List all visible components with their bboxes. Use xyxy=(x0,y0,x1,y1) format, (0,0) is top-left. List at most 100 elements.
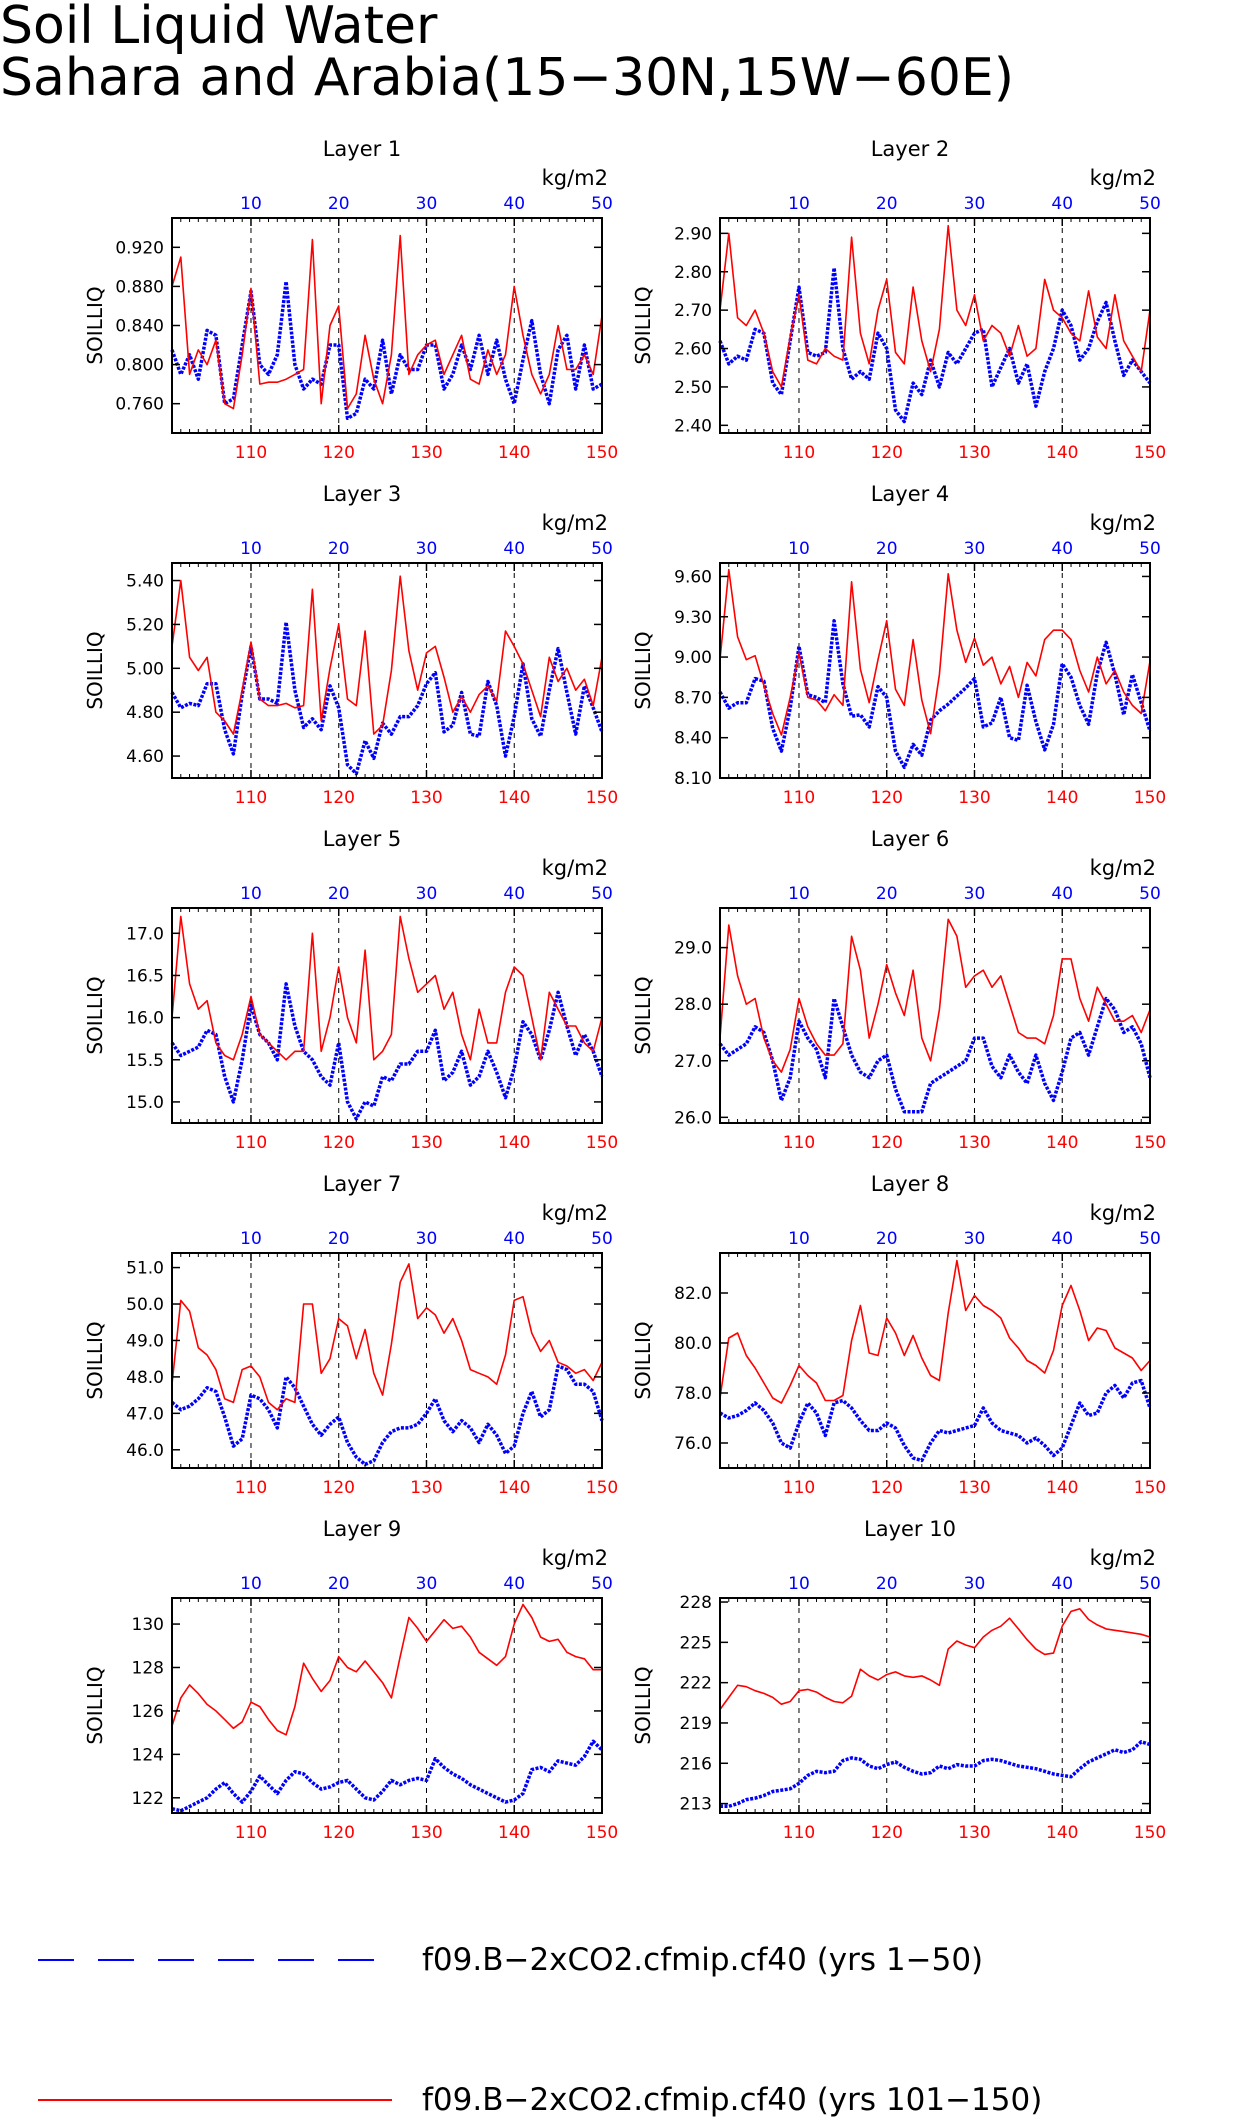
y-tick-label: 126 xyxy=(132,1702,164,1722)
y-tick-label: 5.20 xyxy=(126,615,164,635)
x-tick-label: 140 xyxy=(498,443,530,463)
panel-title: Layer 5 xyxy=(323,827,402,851)
y-tick-label: 15.0 xyxy=(126,1093,164,1113)
series-line-blue xyxy=(718,619,1152,770)
y-tick-label: 2.60 xyxy=(674,340,712,360)
y-tick-label: 0.760 xyxy=(115,395,164,415)
x-tick-label: 140 xyxy=(498,788,530,808)
y-tick-label: 219 xyxy=(680,1714,712,1734)
x-tick-label: 150 xyxy=(586,1133,618,1153)
top-tick-label: 20 xyxy=(328,194,350,214)
top-tick-label: 30 xyxy=(964,194,986,214)
panel-layer-9: Layer 9 kg/m2 110 120 130 140 150 10 20 30 40 50 122… xyxy=(83,1517,618,1843)
y-tick-label: 27.0 xyxy=(674,1052,712,1072)
x-tick-label: 150 xyxy=(1134,443,1166,463)
top-tick-label: 10 xyxy=(788,1574,810,1594)
y-tick-label: 29.0 xyxy=(674,939,712,959)
y-tick-label: 2.90 xyxy=(674,224,712,244)
x-tick-label: 110 xyxy=(783,1133,815,1153)
top-tick-label: 30 xyxy=(416,1229,438,1249)
y-tick-label: 16.0 xyxy=(126,1009,164,1029)
y-axis-label: SOILLIQ xyxy=(83,286,107,364)
legend-label-red: f09.B−2xCO2.cfmip.cf40 (yrs 101−150) xyxy=(422,2082,1042,2118)
y-tick-label: 76.0 xyxy=(674,1434,712,1454)
y-tick-label: 16.5 xyxy=(126,966,164,986)
x-tick-label: 140 xyxy=(1046,788,1078,808)
x-tick-label: 130 xyxy=(958,443,990,463)
y-axis-label: SOILLIQ xyxy=(631,976,655,1054)
top-tick-label: 50 xyxy=(1139,539,1161,559)
top-tick-label: 50 xyxy=(591,884,613,904)
y-tick-label: 0.880 xyxy=(115,277,164,297)
plot-frame xyxy=(719,562,1151,779)
x-tick-label: 130 xyxy=(958,788,990,808)
x-tick-label: 120 xyxy=(871,443,903,463)
x-tick-label: 140 xyxy=(1046,1133,1078,1153)
y-tick-label: 0.920 xyxy=(115,238,164,258)
units-label: kg/m2 xyxy=(542,856,608,880)
top-tick-label: 40 xyxy=(1051,539,1073,559)
y-tick-label: 128 xyxy=(132,1658,164,1678)
x-tick-label: 120 xyxy=(323,1823,355,1843)
panel-layer-10: Layer 10 kg/m2 110 120 130 140 150 10 20 30 40 50 21… xyxy=(631,1517,1166,1843)
legend-label-blue: f09.B−2xCO2.cfmip.cf40 (yrs 1−50) xyxy=(422,1942,983,1978)
series-line-red xyxy=(171,1603,602,1736)
x-tick-label: 150 xyxy=(586,1478,618,1498)
top-tick-label: 20 xyxy=(328,539,350,559)
top-tick-label: 10 xyxy=(788,194,810,214)
y-tick-label: 2.80 xyxy=(674,263,712,283)
panel-title: Layer 7 xyxy=(323,1172,402,1196)
panel-title: Layer 10 xyxy=(864,1517,956,1541)
y-tick-label: 216 xyxy=(680,1754,712,1774)
units-label: kg/m2 xyxy=(1090,1546,1156,1570)
x-tick-label: 130 xyxy=(958,1478,990,1498)
top-tick-label: 50 xyxy=(1139,194,1161,214)
page-title-line-1: Soil Liquid Water xyxy=(0,0,438,56)
y-tick-label: 130 xyxy=(132,1615,164,1635)
x-tick-label: 120 xyxy=(871,1133,903,1153)
plot-frame xyxy=(719,907,1151,1124)
panel-layer-7: Layer 7 kg/m2 110 120 130 140 150 10 20 30 40 50 46.… xyxy=(83,1172,618,1498)
series-line-red xyxy=(719,1608,1151,1710)
y-axis-label: SOILLIQ xyxy=(83,976,107,1054)
x-tick-label: 140 xyxy=(1046,1478,1078,1498)
top-tick-label: 50 xyxy=(591,539,613,559)
plot-frame xyxy=(171,217,603,434)
x-tick-label: 110 xyxy=(783,1478,815,1498)
panel-layer-6: Layer 6 kg/m2 110 120 130 140 150 10 20 30 40 50 26.… xyxy=(631,827,1166,1153)
panel-title: Layer 4 xyxy=(871,482,950,506)
y-axis-label: SOILLIQ xyxy=(631,286,655,364)
legend: f09.B−2xCO2.cfmip.cf40 (yrs 1−50) f09.B−2… xyxy=(38,1942,1042,2118)
y-tick-label: 5.40 xyxy=(126,572,164,592)
top-tick-label: 10 xyxy=(240,884,262,904)
top-tick-label: 50 xyxy=(591,194,613,214)
units-label: kg/m2 xyxy=(542,166,608,190)
top-tick-label: 20 xyxy=(876,1229,898,1249)
top-tick-label: 40 xyxy=(1051,1574,1073,1594)
panel-layer-4: Layer 4 kg/m2 110 120 130 140 150 10 20 30 40 50 8.1… xyxy=(631,482,1166,808)
series-line-blue xyxy=(170,1364,604,1467)
top-tick-label: 30 xyxy=(964,884,986,904)
series-line-blue xyxy=(719,1378,1152,1463)
series-line-blue xyxy=(170,279,603,421)
x-tick-label: 130 xyxy=(410,1478,442,1498)
top-tick-label: 30 xyxy=(416,539,438,559)
page-title: Soil Liquid Water Sahara and Arabia(15−3… xyxy=(0,0,1014,104)
y-tick-label: 15.5 xyxy=(126,1051,164,1071)
top-tick-label: 30 xyxy=(416,194,438,214)
y-tick-label: 228 xyxy=(680,1593,712,1613)
top-tick-label: 10 xyxy=(788,884,810,904)
x-tick-label: 130 xyxy=(410,788,442,808)
y-tick-label: 2.40 xyxy=(674,416,712,436)
top-tick-label: 40 xyxy=(503,539,525,559)
series-line-red xyxy=(719,1259,1151,1404)
series-line-red xyxy=(171,234,603,410)
x-tick-label: 140 xyxy=(498,1823,530,1843)
top-tick-label: 30 xyxy=(964,539,986,559)
units-label: kg/m2 xyxy=(542,1201,608,1225)
y-tick-label: 48.0 xyxy=(126,1368,164,1388)
panel-title: Layer 6 xyxy=(871,827,950,851)
x-tick-label: 110 xyxy=(235,1823,267,1843)
series-line-blue xyxy=(718,266,1152,424)
